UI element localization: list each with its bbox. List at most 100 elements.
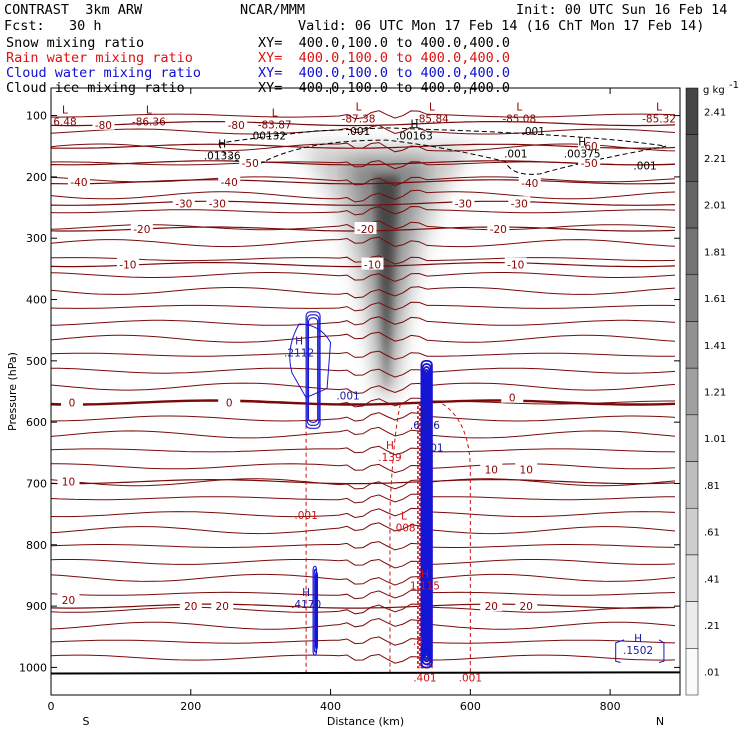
colorbar-swatch [685,648,699,696]
temperature-label: 0 [509,393,516,405]
colorbar-label: .61 [704,528,720,539]
temperature-label: 20 [485,601,498,613]
temperature-label: 20 [216,601,229,613]
rain-contour-mid [389,403,401,674]
colorbar-swatch [685,181,699,229]
init-time: Init: 00 UTC Sun 16 Feb 14 [516,2,728,18]
temperature-label-bg [487,222,510,235]
temperature-contour [51,493,676,504]
temperature-label: -40 [221,177,238,189]
colorbar-swatch [685,601,699,649]
colorbar-unit: g kg [703,85,725,96]
x-tick-label: 600 [460,700,481,713]
legend-cloud-water-xy: XY= 400.0,100.0 to 400.0,400.0 [258,65,510,81]
north-label: N [656,715,664,728]
extremum-value: .00375 [564,148,601,160]
temperature-contour [51,426,676,439]
colorbar-swatch [685,507,699,556]
colorbar-label: .81 [704,481,720,492]
temperature-label-bg [67,174,90,187]
plot-frame [50,87,681,696]
temperature-label-bg [239,155,262,168]
y-tick-label: 900 [26,600,47,613]
temperature-label-bg [515,462,538,475]
temperature-label-bg [578,155,601,168]
extremum-value: .01336 [204,150,241,162]
temperature-label: -60 [581,141,598,153]
temperature-label-bg [211,599,234,612]
cloud-water-contour [426,374,431,654]
temperature-label-bg [504,257,527,270]
temperature-contour [51,589,676,600]
temperature-contour [51,507,676,519]
extremum-mark: L [516,101,522,113]
temperature-label: -10 [364,260,381,272]
temperature-label: -40 [521,178,538,190]
colorbar-swatch [685,227,699,276]
temperature-label-bg [179,599,202,612]
temperature-label-bg [60,395,83,408]
temperature-label-bg [480,462,503,475]
colorbar-swatch [685,461,699,509]
colorbar-label: 1.01 [704,434,726,445]
colorbar-label: .21 [704,621,720,632]
colorbar-swatch [685,554,699,602]
temperature-label-bg [480,599,503,612]
temperature-contour [51,189,676,203]
temperature-label-bg [92,117,115,130]
cloud-water-contour [313,568,317,653]
extremum-value: .001 [459,673,482,685]
colorbar-label: 1.21 [704,388,726,399]
temperature-contour [51,350,675,360]
extremum-value: .2112 [284,348,314,360]
x-tick-label: 200 [180,700,201,713]
forecast-hour: Fcst: 30 h [4,18,102,34]
extremum-value: 6.48 [53,117,76,129]
temperature-contour [51,541,676,551]
temperature-label-bg [501,390,524,403]
y-tick-label: 100 [26,110,47,123]
temperature-label: -30 [511,198,528,210]
legend-rain-label: Rain water mixing ratio [6,50,193,66]
model-title: CONTRAST 3km ARW [4,2,143,18]
extremum-mark: H [302,587,310,599]
temperature-label: -80 [228,120,245,132]
y-tick-label: 800 [26,539,47,552]
y-tick-label: 200 [26,171,47,184]
temperature-label: -80 [95,120,112,132]
colorbar-label: 2.01 [704,201,726,212]
temperature-label: -50 [242,158,259,170]
extremum-value: .139 [378,452,401,464]
extremum-value: -85.08 [502,113,536,125]
colorbar-swatch [685,274,699,322]
temperature-label: -30 [209,198,226,210]
temperature-label-bg [57,474,80,487]
temperature-label: 20 [62,595,75,607]
temperature-label-bg [116,257,139,270]
temperature-label: 10 [485,464,498,476]
temperature-contour [51,367,676,378]
temperature-label: -20 [490,224,507,236]
temperature-label-bg [515,599,538,612]
temperature-contour [51,205,676,216]
x-tick-label: 0 [48,700,55,713]
extremum-value: -85.32 [642,113,676,125]
temperature-contour [51,445,676,456]
extremum-mark: H [634,633,642,645]
temperature-label-bg [225,117,248,130]
colorbar-label: 2.21 [704,154,726,165]
extremum-mark: H [218,138,226,150]
isotherm-10 [51,478,676,485]
extremum-value: .001 [504,148,527,160]
rain-contour-east [442,403,471,674]
isotherm--80 [51,121,676,127]
extremum-mark: H [421,408,429,420]
extremum-value: .001 [336,391,359,403]
extremum-value: .401 [413,673,436,685]
cloud-water-contour [289,323,332,399]
extremum-value: .00163 [396,131,433,143]
colorbar-swatch [685,367,699,416]
temperature-contour [51,331,676,343]
cloud-water-contour [421,362,432,666]
cloud-water-contour [658,639,665,663]
